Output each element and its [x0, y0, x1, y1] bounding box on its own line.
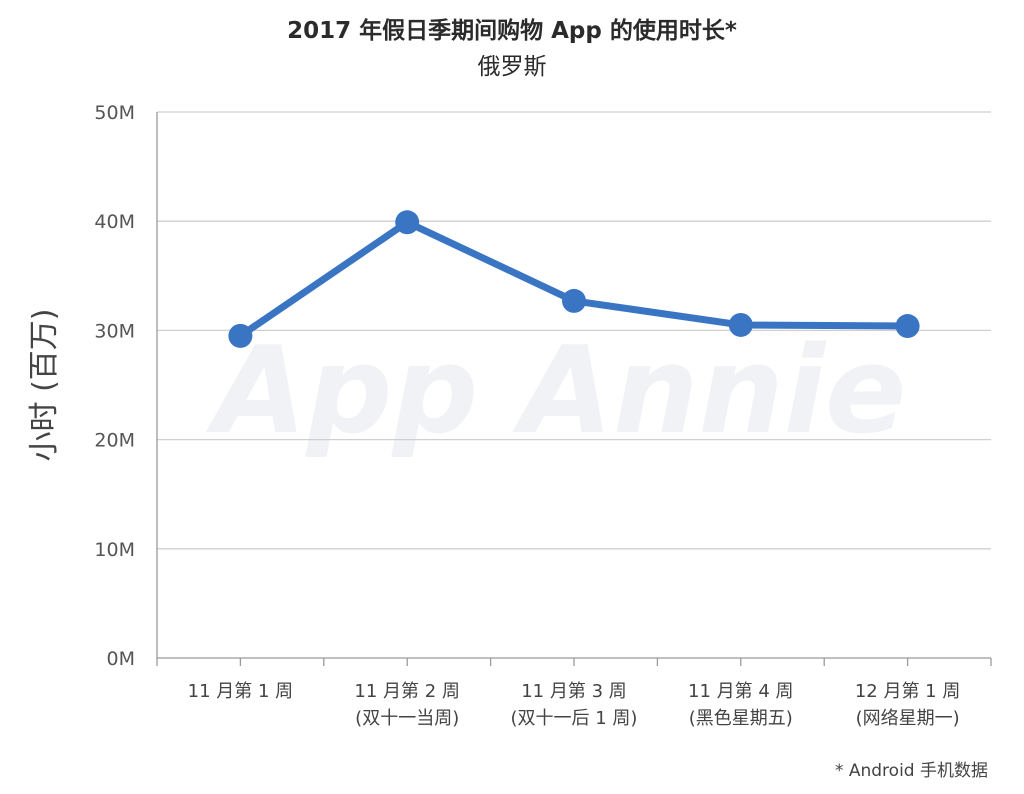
watermark-text: App Annie	[206, 322, 907, 461]
data-point	[562, 288, 586, 313]
chart-subtitle: 俄罗斯	[478, 54, 547, 80]
chart-title: 2017 年假日季期间购物 App 的使用时长*	[287, 17, 737, 44]
x-tick-label: 11 月第 4 周(黑色星期五)	[688, 681, 794, 729]
axes	[156, 112, 992, 666]
data-point	[895, 314, 920, 339]
y-tick-label: 20M	[94, 430, 135, 452]
grid-lines	[157, 111, 991, 550]
x-tick-labels: 11 月第 1 周 11 月第 2 周(双十一当周) 11 月第 3 周(双十一后 …	[188, 681, 961, 729]
series-line	[228, 210, 920, 348]
y-tick-label: 50M	[94, 102, 135, 124]
y-tick-label: 0M	[107, 648, 135, 670]
x-tick-label: 12 月第 1 周(网络星期一)	[855, 681, 961, 729]
y-tick-label: 30M	[94, 320, 135, 342]
data-point	[228, 323, 253, 348]
series-line-path	[236, 218, 912, 340]
x-tick-label: 11 月第 1 周	[188, 681, 294, 702]
y-axis-label: 小时 (百万)	[27, 309, 62, 462]
footnote: * Android 手机数据	[835, 761, 988, 781]
data-point	[395, 210, 420, 235]
x-tick-label: 11 月第 3 周(双十一后 1 周)	[511, 681, 638, 729]
y-tick-label: 10M	[94, 539, 135, 561]
data-point	[728, 312, 753, 337]
x-tick-label: 11 月第 2 周(双十一当周)	[354, 681, 460, 729]
y-tick-labels: 0M 10M 20M 30M 40M 50M	[94, 102, 135, 670]
y-tick-label: 40M	[94, 211, 135, 233]
